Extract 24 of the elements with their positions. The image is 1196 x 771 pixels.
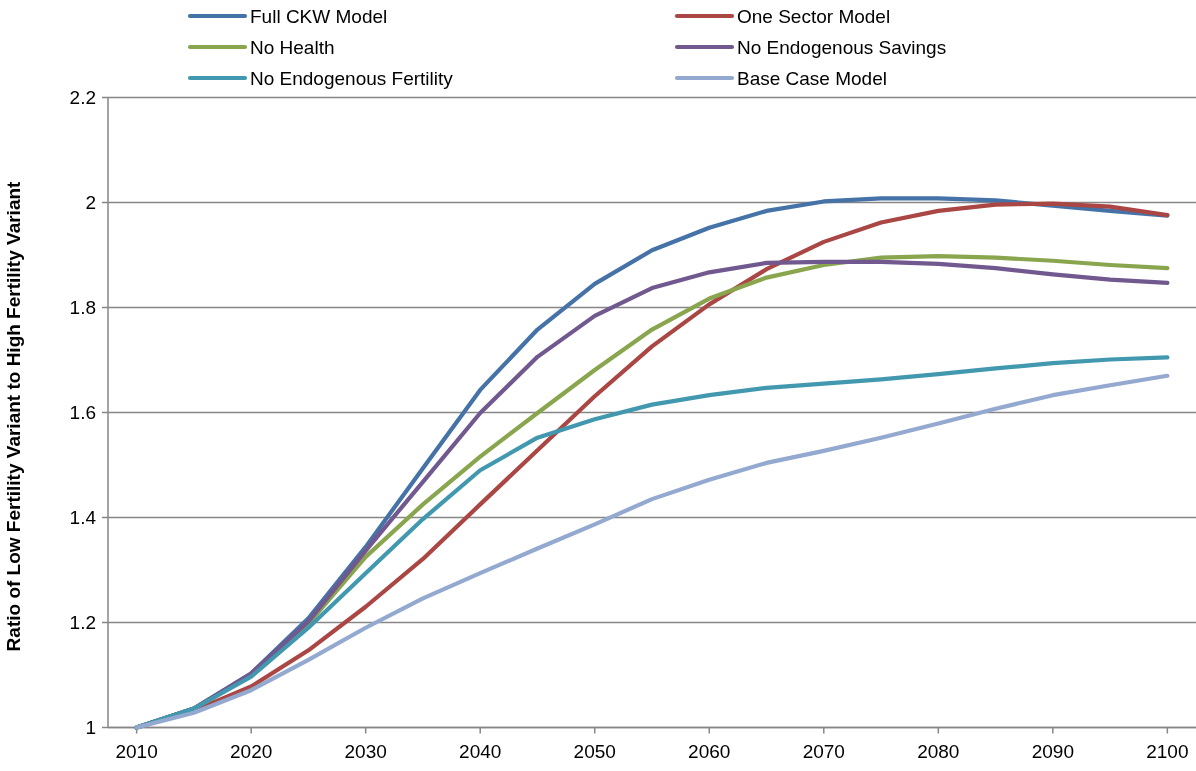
y-tick-label: 1: [85, 717, 96, 739]
x-tick-label: 2100: [1146, 740, 1189, 762]
y-tick-label: 1.8: [69, 297, 96, 319]
y-tick-label: 1.2: [69, 612, 96, 634]
legend-label: No Endogenous Fertility: [250, 67, 454, 89]
x-tick-label: 2080: [917, 740, 960, 762]
y-tick-label: 1.4: [69, 507, 97, 529]
x-tick-label: 2050: [573, 740, 616, 762]
legend-label: Base Case Model: [737, 67, 887, 89]
x-tick-label: 2060: [688, 740, 731, 762]
legend-label: Full CKW Model: [250, 5, 388, 27]
x-tick-label: 2030: [344, 740, 387, 762]
x-tick-label: 2010: [115, 740, 158, 762]
y-tick-label: 2.2: [69, 87, 96, 109]
y-axis-title: Ratio of Low Fertility Variant to High Fertility Variant: [3, 180, 24, 652]
legend-label: One Sector Model: [737, 5, 891, 27]
y-tick-label: 2: [85, 192, 96, 214]
x-tick-label: 2020: [230, 740, 273, 762]
legend-label: No Endogenous Savings: [737, 36, 947, 58]
legend-label: No Health: [250, 36, 335, 58]
x-tick-label: 2090: [1031, 740, 1074, 762]
x-tick-label: 2070: [802, 740, 845, 762]
y-tick-label: 1.6: [69, 402, 96, 424]
x-tick-label: 2040: [459, 740, 502, 762]
